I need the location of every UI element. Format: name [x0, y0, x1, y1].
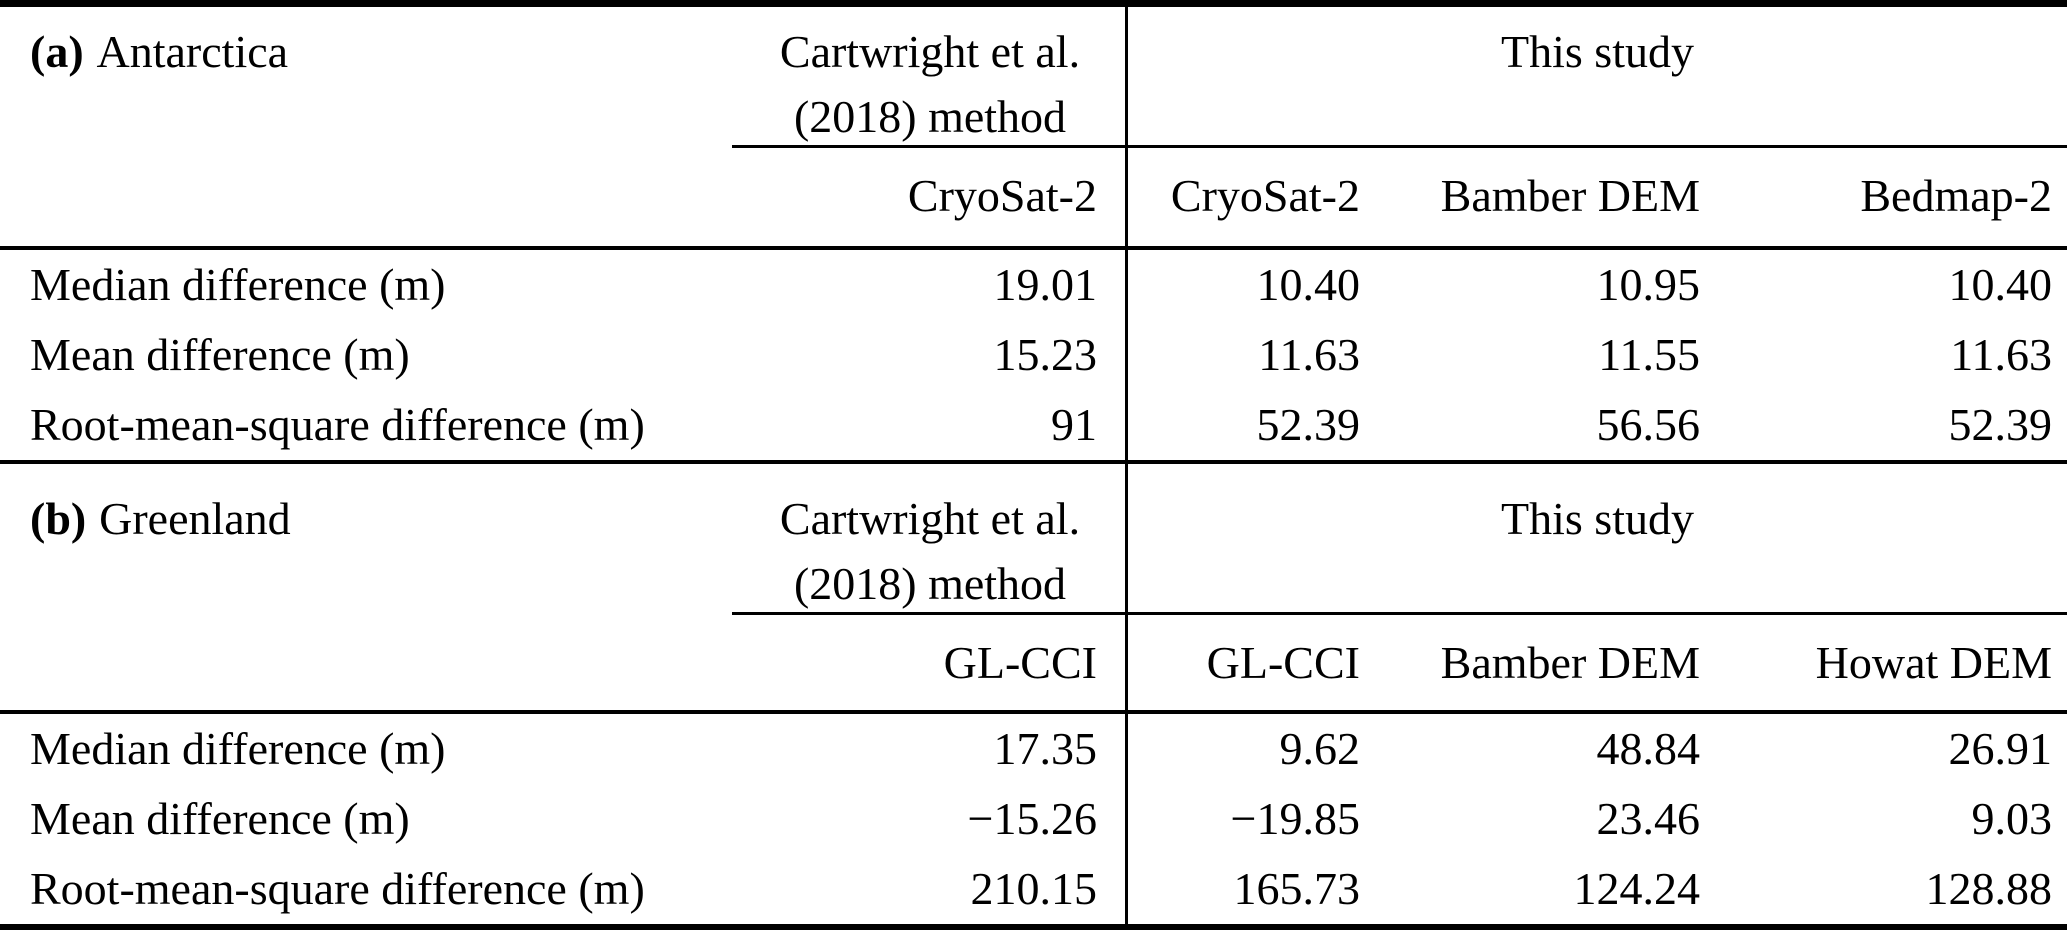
header-row-greenland: (b) Greenland Cartwright et al. (2018) me…: [0, 464, 2067, 616]
data-value: −15.26: [967, 793, 1097, 844]
data-value: 91: [1051, 399, 1097, 450]
data-value: 56.56: [1596, 399, 1701, 450]
data-value: 10.40: [1948, 259, 2053, 310]
data-value: 11.55: [1598, 329, 1700, 380]
table-row-median: Median difference (m) 19.01 10.40 10.95 …: [0, 250, 2067, 320]
method-column-header: Cartwright et al. (2018) method: [700, 7, 1125, 149]
header-row-antarctica: (a) Antarctica Cartwright et al. (2018) m…: [0, 7, 2067, 149]
data-value: 48.84: [1596, 723, 1701, 774]
data-value: 128.88: [1925, 863, 2053, 914]
table-row-median: Median difference (m) 17.35 9.62 48.84 2…: [0, 714, 2067, 784]
method-column-header: Cartwright et al. (2018) method: [700, 464, 1125, 616]
row-label: Root-mean-square difference (m): [30, 399, 645, 450]
section-name: Greenland: [99, 493, 291, 544]
row-label: Median difference (m): [30, 259, 446, 310]
section-letter: (a): [30, 26, 84, 77]
cmid-rule: [732, 145, 2067, 148]
section-greenland: (b) Greenland Cartwright et al. (2018) me…: [0, 464, 2067, 924]
subheader-spacer: [0, 148, 700, 246]
data-value: 19.01: [993, 259, 1098, 310]
data-value: 17.35: [993, 723, 1098, 774]
data-value: 11.63: [1125, 320, 1365, 390]
method-header-line2: (2018) method: [793, 558, 1067, 609]
subheader-row-antarctica: CryoSat-2 CryoSat-2 Bamber DEM Bedmap-2: [0, 148, 2067, 246]
row-label: Mean difference (m): [30, 793, 410, 844]
table-row-mean: Mean difference (m) −15.26 −19.85 23.46 …: [0, 784, 2067, 854]
column-header-study-3: Howat DEM: [1815, 637, 2052, 688]
section-letter: (b): [30, 493, 87, 544]
data-value: 9.03: [1971, 793, 2053, 844]
subheader-row-greenland: GL-CCI GL-CCI Bamber DEM Howat DEM: [0, 615, 2067, 710]
this-study-header: This study: [1125, 7, 2067, 149]
row-label: Median difference (m): [30, 723, 446, 774]
data-value: 15.23: [993, 329, 1098, 380]
data-value: 11.63: [1950, 329, 2052, 380]
column-header-study-1: GL-CCI: [1125, 615, 1365, 710]
column-header-study-2: Bamber DEM: [1440, 170, 1700, 221]
section-title-antarctica: (a) Antarctica: [0, 7, 700, 149]
data-value: 10.40: [1125, 250, 1365, 320]
method-header-line1: Cartwright et al.: [779, 26, 1081, 77]
table-row-rms: Root-mean-square difference (m) 210.15 1…: [0, 854, 2067, 924]
data-value: 9.62: [1125, 714, 1365, 784]
table-row-mean: Mean difference (m) 15.23 11.63 11.55 11…: [0, 320, 2067, 390]
data-value: 210.15: [970, 863, 1098, 914]
data-value: 26.91: [1948, 723, 2053, 774]
this-study-header: This study: [1125, 464, 2067, 616]
column-header-cartwright: GL-CCI: [943, 637, 1097, 688]
top-rule: [0, 0, 2067, 7]
data-value: 52.39: [1125, 390, 1365, 460]
bottom-rule: [0, 924, 2067, 930]
cmid-rule-row: [0, 612, 2067, 615]
section-name: Antarctica: [96, 26, 289, 77]
data-value: 23.46: [1596, 793, 1701, 844]
data-value: 10.95: [1596, 259, 1701, 310]
data-value: −19.85: [1125, 784, 1365, 854]
row-label: Root-mean-square difference (m): [30, 863, 645, 914]
cmid-rule-row: [0, 145, 2067, 148]
cmid-rule: [732, 612, 2067, 615]
section-antarctica: (a) Antarctica Cartwright et al. (2018) m…: [0, 7, 2067, 460]
subheader-spacer: [0, 615, 700, 710]
section-title-greenland: (b) Greenland: [0, 464, 700, 616]
mid-rule: [0, 246, 2067, 250]
mid-rule: [0, 710, 2067, 714]
method-header-line2: (2018) method: [793, 91, 1067, 142]
column-header-cartwright: CryoSat-2: [907, 170, 1097, 221]
section-divider-rule: [0, 460, 2067, 464]
data-value: 52.39: [1948, 399, 2053, 450]
data-value: 165.73: [1125, 854, 1365, 924]
column-header-study-2: Bamber DEM: [1440, 637, 1700, 688]
method-header-line1: Cartwright et al.: [779, 493, 1081, 544]
column-header-study-3: Bedmap-2: [1860, 170, 2052, 221]
row-label: Mean difference (m): [30, 329, 410, 380]
data-value: 124.24: [1573, 863, 1701, 914]
table-row-rms: Root-mean-square difference (m) 91 52.39…: [0, 390, 2067, 460]
column-header-study-1: CryoSat-2: [1125, 148, 1365, 246]
